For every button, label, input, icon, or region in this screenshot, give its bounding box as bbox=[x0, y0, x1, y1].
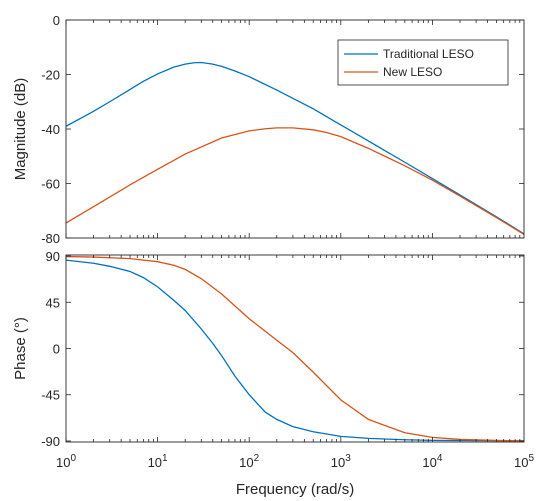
x-tick-label: 105 bbox=[514, 453, 534, 470]
x-tick-label: 103 bbox=[331, 453, 351, 470]
legend-entry: Traditional LESO bbox=[383, 47, 474, 61]
x-tick-label: 101 bbox=[148, 453, 168, 470]
axes-frame bbox=[65, 19, 525, 239]
x-tick-label: 102 bbox=[239, 453, 259, 470]
x-tick-base: 10 bbox=[148, 455, 162, 470]
axes-frame bbox=[65, 254, 525, 443]
x-axis-label: Frequency (rad/s) bbox=[236, 481, 354, 498]
legend: Traditional LESO New LESO bbox=[337, 39, 509, 86]
y-tick-label: -40 bbox=[41, 122, 60, 137]
x-tick-label: 104 bbox=[422, 453, 442, 470]
x-tick-base: 10 bbox=[422, 455, 436, 470]
x-tick-exponent: 4 bbox=[437, 453, 443, 464]
x-tick-exponent: 1 bbox=[162, 453, 168, 464]
x-tick-exponent: 3 bbox=[345, 453, 351, 464]
x-tick-exponent: 2 bbox=[254, 453, 260, 464]
x-tick-label: 100 bbox=[56, 453, 76, 470]
y-axis-label: Magnitude (dB) bbox=[12, 78, 29, 181]
legend-box bbox=[337, 39, 509, 86]
y-tick-label: 0 bbox=[53, 342, 60, 357]
y-axis-label: Phase (°) bbox=[12, 317, 29, 380]
y-tick-label: 90 bbox=[46, 249, 60, 264]
y-tick-label: -90 bbox=[41, 434, 60, 449]
traditional-leso-line-1 bbox=[66, 259, 524, 442]
x-tick-base: 10 bbox=[331, 455, 345, 470]
y-tick-label: -80 bbox=[41, 231, 60, 246]
y-tick-label: -60 bbox=[41, 177, 60, 192]
x-tick-exponent: 0 bbox=[70, 453, 76, 464]
y-tick-label: 45 bbox=[46, 295, 60, 310]
plot-area bbox=[66, 255, 524, 442]
legend-entry: New LESO bbox=[383, 65, 442, 79]
x-tick-exponent: 5 bbox=[528, 453, 534, 464]
y-tick-label: -45 bbox=[41, 388, 60, 403]
x-tick-base: 10 bbox=[514, 455, 528, 470]
new-leso-line-0 bbox=[66, 127, 524, 236]
magnitude-panel: -80 -60 -40 -20 0 Magnitude (dB) Traditional L… bbox=[12, 13, 525, 246]
traditional-leso-line-0 bbox=[66, 61, 524, 235]
y-tick-label: 0 bbox=[53, 13, 60, 28]
y-tick-label: -20 bbox=[41, 68, 60, 83]
x-tick-base: 10 bbox=[56, 455, 70, 470]
x-tick-base: 10 bbox=[239, 455, 253, 470]
